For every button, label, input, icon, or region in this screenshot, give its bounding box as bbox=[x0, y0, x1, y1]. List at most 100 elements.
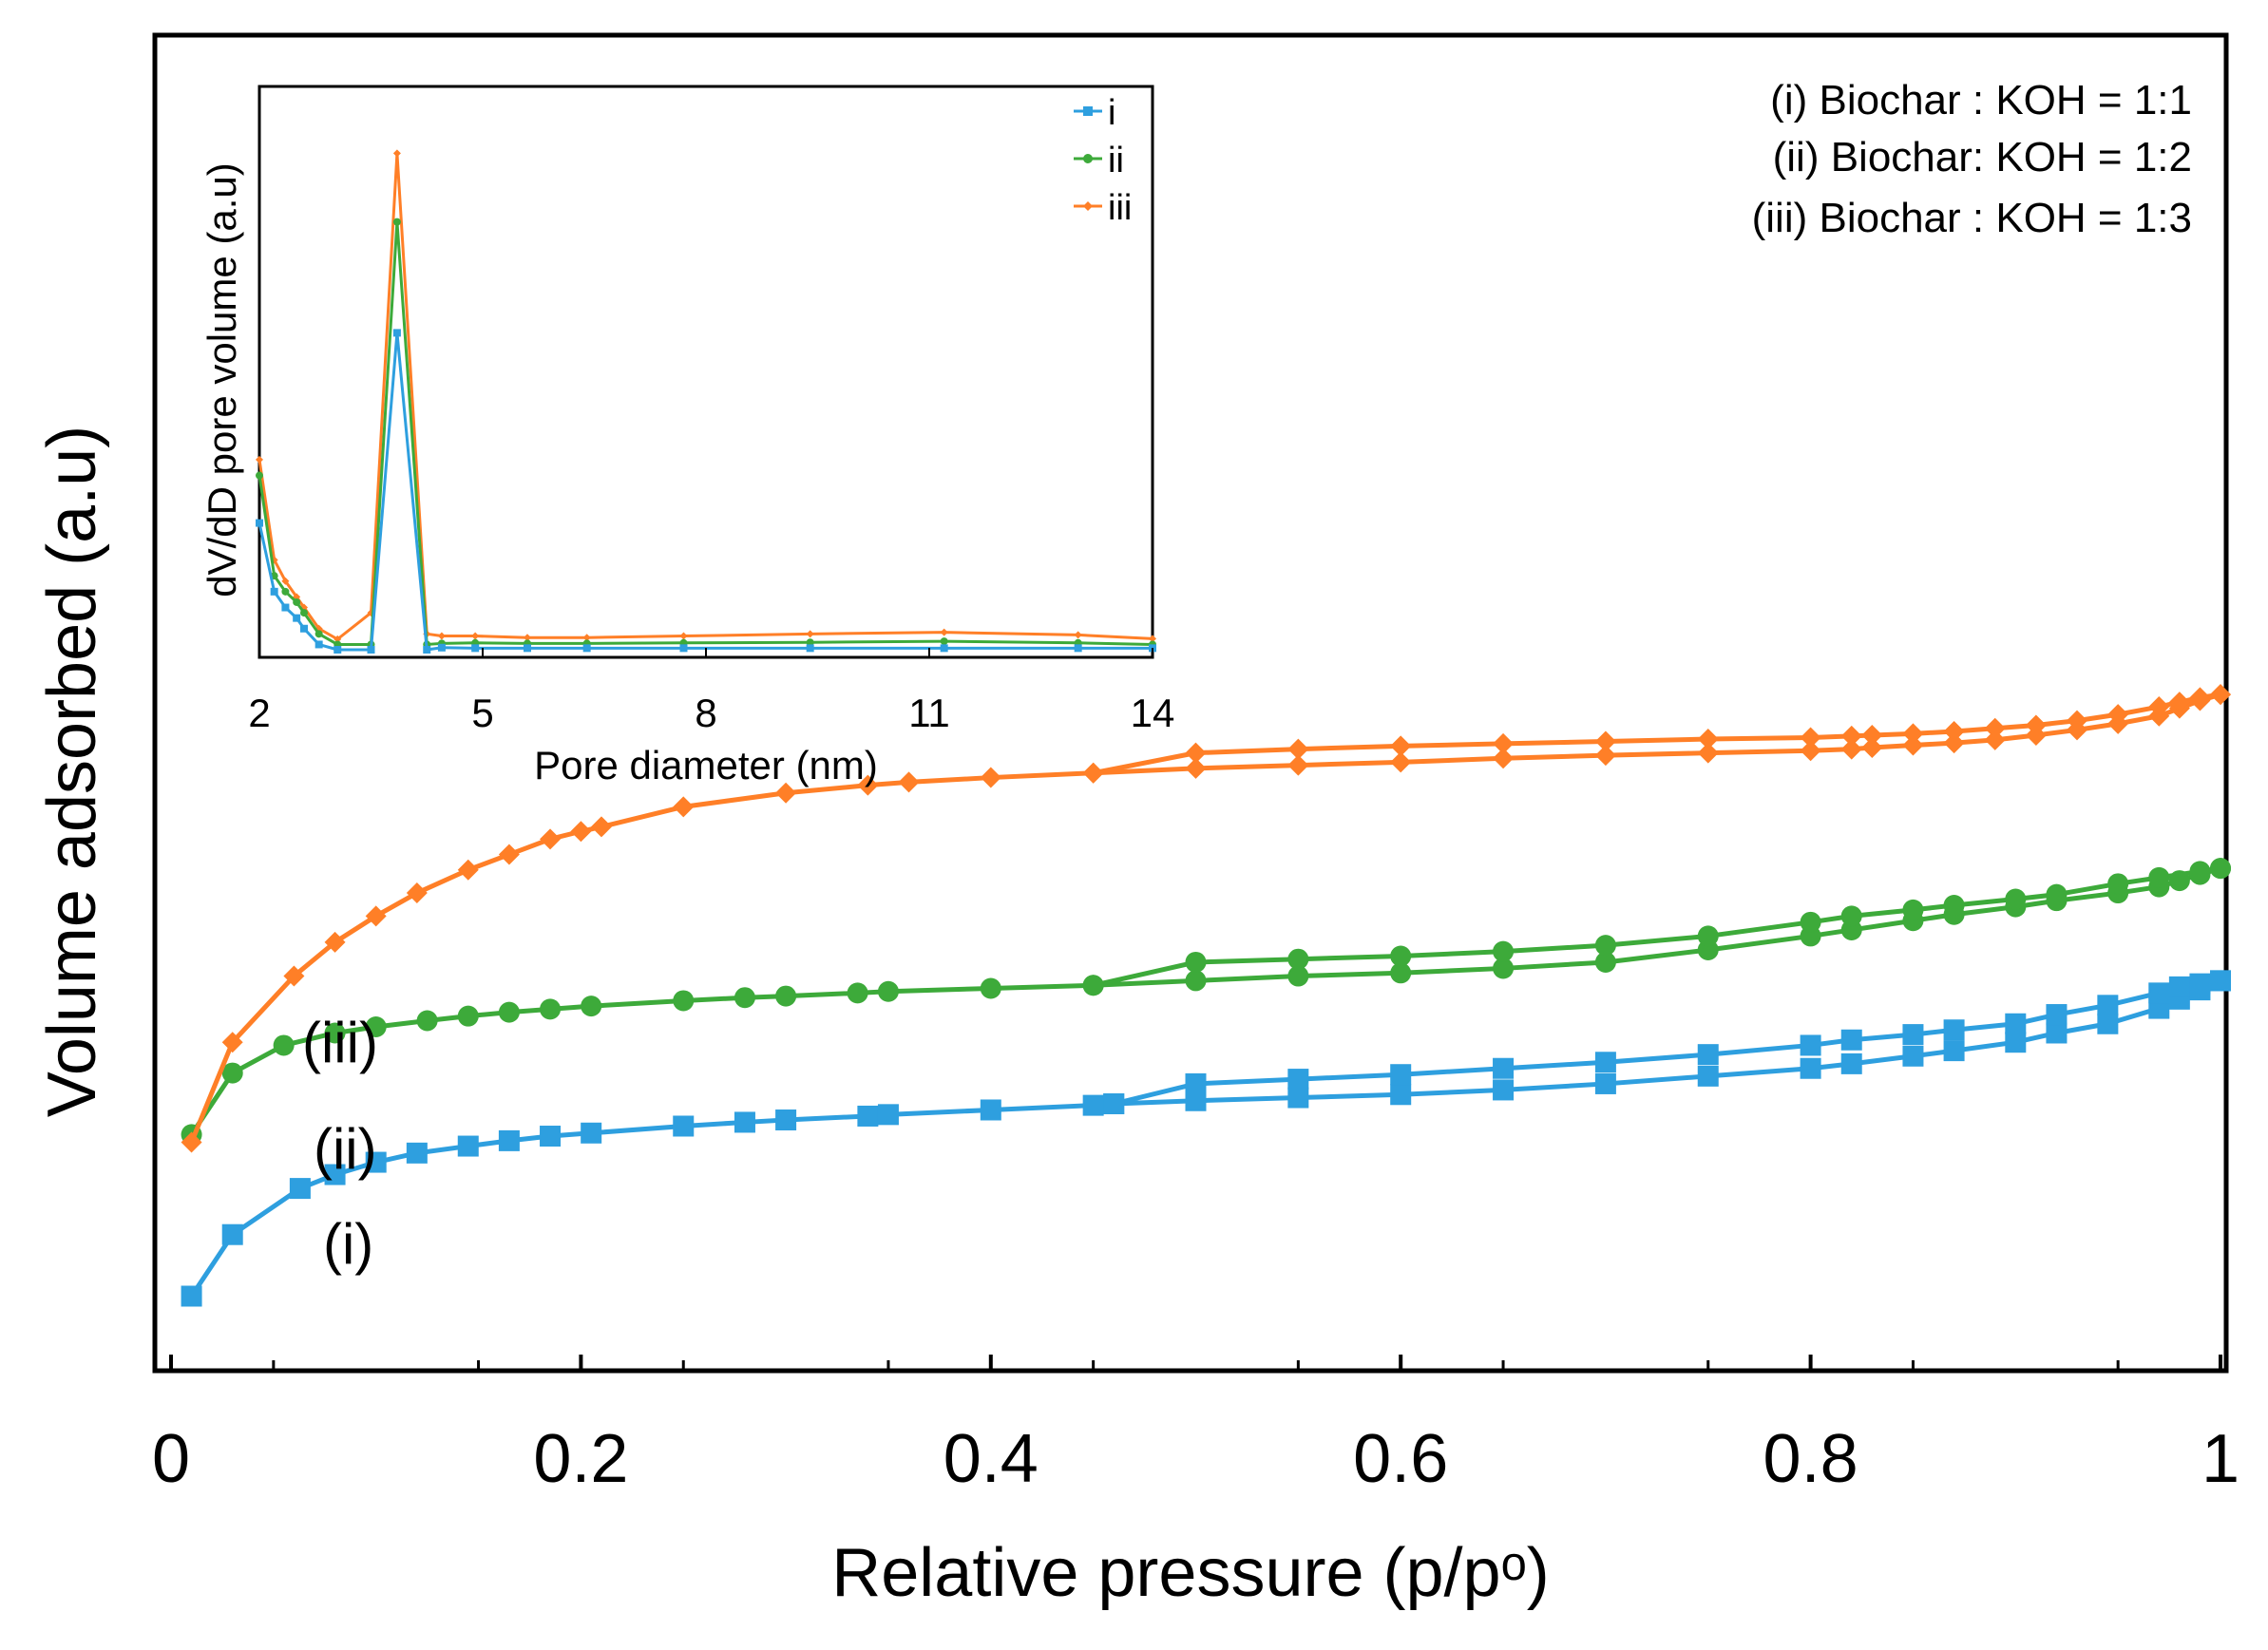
adsorption-point bbox=[324, 1164, 346, 1185]
legend-entry-iii: (iii) Biochar : KOH = 1:3 bbox=[1752, 195, 2192, 241]
adsorption-point bbox=[1493, 1079, 1515, 1101]
adsorption-point bbox=[775, 1109, 797, 1131]
desorption-point bbox=[1185, 1072, 1207, 1094]
adsorption-point bbox=[1594, 1072, 1616, 1094]
adsorption-point bbox=[1861, 736, 1883, 758]
adsorption-point bbox=[181, 1285, 202, 1307]
adsorption-point bbox=[980, 767, 1001, 788]
adsorption-point bbox=[1943, 1040, 1965, 1062]
adsorption-point bbox=[1902, 1045, 1924, 1067]
desorption-point bbox=[1287, 738, 1309, 760]
desorption-point bbox=[1800, 727, 1821, 749]
inset-point bbox=[524, 644, 531, 653]
adsorption-point bbox=[775, 985, 797, 1007]
inset-x-axis-title: Pore diameter (nm) bbox=[534, 743, 878, 787]
adsorption-point bbox=[1800, 740, 1821, 762]
adsorption-point bbox=[2005, 1032, 2027, 1053]
inset-point bbox=[334, 635, 342, 643]
desorption-point bbox=[1103, 1093, 1125, 1114]
inset-point bbox=[300, 609, 308, 617]
desorption-point bbox=[2168, 976, 2190, 997]
adsorption-point bbox=[1287, 1087, 1309, 1109]
desorption-point bbox=[1390, 1064, 1412, 1086]
main-plot-frame bbox=[152, 32, 2229, 1374]
inset-point bbox=[679, 632, 688, 640]
desorption-point bbox=[1493, 940, 1515, 962]
main-x-tick-label: 0.2 bbox=[533, 1421, 628, 1497]
desorption-point bbox=[1943, 720, 1965, 742]
adsorption-point bbox=[775, 782, 797, 804]
inset-point bbox=[806, 638, 814, 647]
desorption-point bbox=[1594, 730, 1616, 752]
main-legend: (i) Biochar : KOH = 1:1 (ii) Biochar: KO… bbox=[1752, 77, 2192, 241]
desorption-point bbox=[1800, 1034, 1821, 1056]
inset-point bbox=[281, 603, 290, 612]
series-ii bbox=[181, 858, 2231, 1146]
inset-point bbox=[256, 455, 263, 464]
adsorption-point bbox=[416, 1010, 438, 1032]
desorption-point bbox=[1594, 935, 1616, 957]
adsorption-point bbox=[1697, 1065, 1719, 1087]
adsorption-point bbox=[1594, 951, 1616, 973]
curve-label-i: (i) bbox=[323, 1212, 373, 1276]
adsorption-point bbox=[877, 980, 899, 1002]
desorption-point bbox=[1082, 975, 1104, 996]
desorption-point bbox=[1902, 1024, 1924, 1046]
adsorption-point bbox=[1287, 965, 1309, 987]
desorption-point bbox=[1082, 762, 1104, 784]
desorption-point bbox=[1493, 1057, 1515, 1079]
inset-point bbox=[392, 218, 401, 226]
inset-point bbox=[300, 624, 308, 633]
inset-point bbox=[314, 630, 323, 638]
adsorption-point bbox=[457, 859, 479, 881]
desorption-point bbox=[2097, 995, 2119, 1016]
adsorption-point bbox=[2046, 1022, 2068, 1044]
adsorption-point bbox=[498, 844, 520, 865]
adsorption-point bbox=[734, 1111, 755, 1133]
inset-point bbox=[392, 329, 401, 337]
adsorption-point bbox=[324, 1022, 346, 1044]
main-x-tick-label: 0.6 bbox=[1353, 1421, 1448, 1497]
inset-point bbox=[1074, 644, 1082, 653]
desorption-point bbox=[2005, 1013, 2027, 1034]
adsorption-point bbox=[540, 998, 562, 1020]
inset-point bbox=[679, 644, 688, 653]
inset-point bbox=[806, 630, 814, 638]
main-y-axis-title: Volume adsorbed (a.u) bbox=[34, 426, 110, 1117]
adsorption-point bbox=[221, 1062, 243, 1084]
adsorption-point bbox=[857, 1105, 879, 1127]
desorption-point bbox=[1840, 905, 1862, 927]
adsorption-point bbox=[581, 996, 602, 1017]
legend-entry-ii: (ii) Biochar: KOH = 1:2 bbox=[1773, 134, 2192, 180]
inset-point bbox=[293, 614, 301, 622]
adsorption-point bbox=[877, 1104, 899, 1126]
inset-legend-swatch-marker bbox=[1083, 154, 1093, 163]
adsorption-point bbox=[590, 816, 612, 838]
desorption-point bbox=[2046, 883, 2068, 905]
adsorption-point bbox=[365, 1016, 387, 1037]
inset-legend-swatch-marker bbox=[1083, 106, 1093, 116]
desorption-point bbox=[1697, 729, 1719, 750]
inset-x-tick-label: 5 bbox=[471, 691, 493, 735]
desorption-point bbox=[2189, 687, 2211, 709]
adsorption-point bbox=[365, 1151, 387, 1173]
desorption-point bbox=[2189, 861, 2211, 882]
inset-point bbox=[471, 644, 480, 653]
inset-plot: 2 5 8 11 14 Pore diameter (nm) dV/dD pore vo… bbox=[200, 85, 1174, 787]
adsorption-point bbox=[365, 905, 387, 927]
adsorption-point bbox=[1287, 754, 1309, 776]
adsorption-point bbox=[980, 1099, 1001, 1121]
inset-series-i bbox=[256, 329, 1156, 654]
adsorption-point bbox=[324, 931, 346, 953]
adsorption-point bbox=[1943, 732, 1965, 754]
inset-x-tick-label: 11 bbox=[908, 691, 950, 735]
adsorption-point bbox=[1390, 751, 1412, 773]
inset-point bbox=[423, 646, 431, 654]
legend-entry-i: (i) Biochar : KOH = 1:1 bbox=[1770, 77, 2192, 123]
inset-point bbox=[256, 471, 263, 480]
desorption-point bbox=[2189, 973, 2211, 995]
inset-x-tick-label: 8 bbox=[695, 691, 716, 735]
desorption-point bbox=[2046, 1004, 2068, 1026]
inset-point bbox=[367, 646, 375, 654]
inset-point bbox=[437, 643, 446, 652]
